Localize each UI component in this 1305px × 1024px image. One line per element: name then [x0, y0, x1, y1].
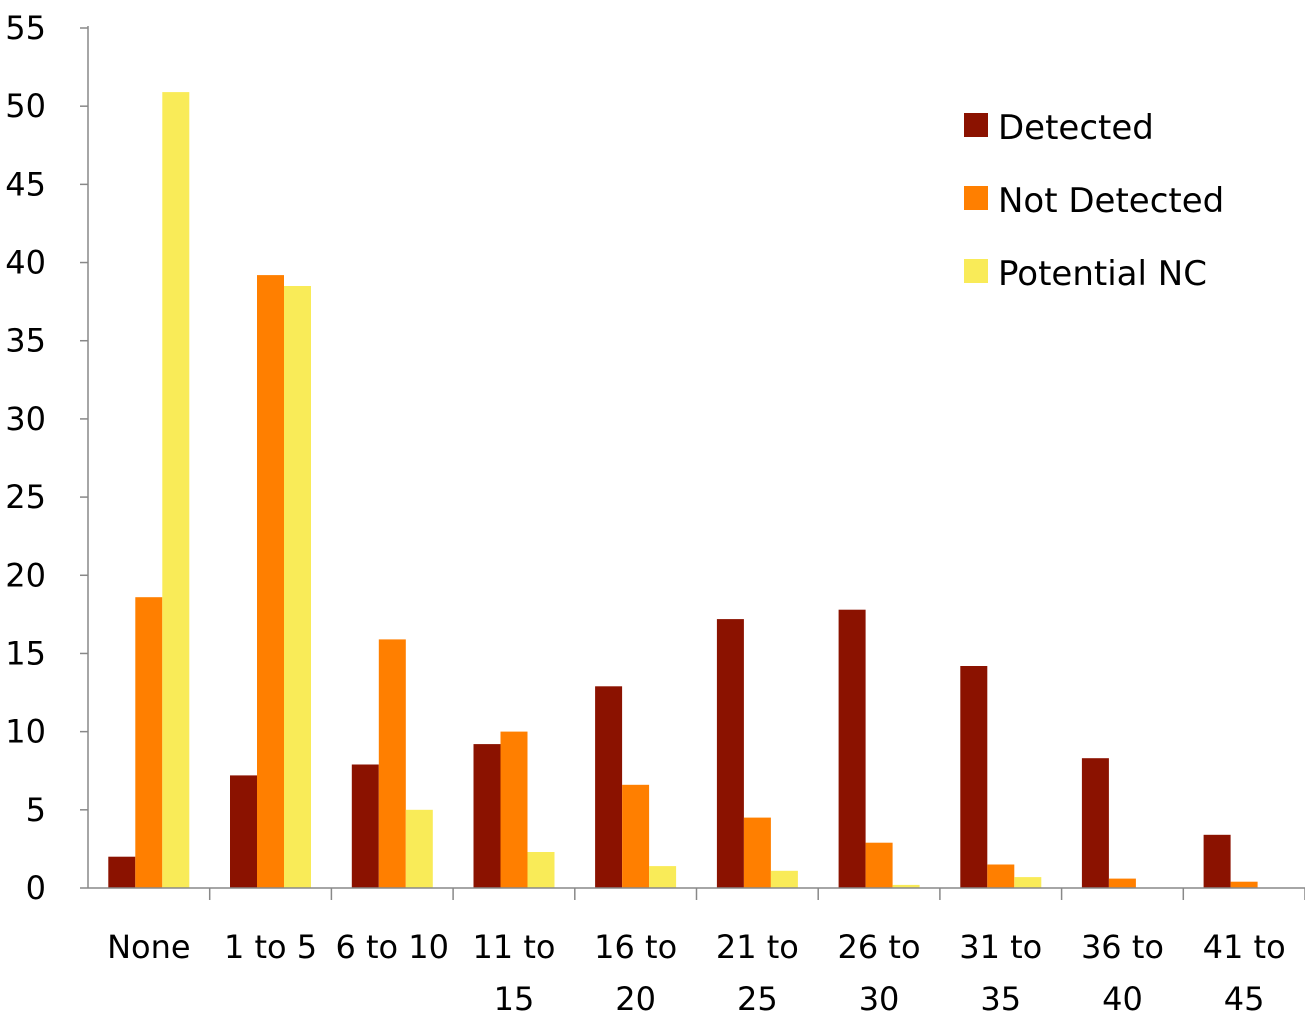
- bar-detected-8: [1081, 758, 1109, 888]
- x-tick-label: 26 to 30: [838, 928, 921, 1018]
- bar-potential-nc-3: [527, 852, 555, 888]
- bar-not-detected-4: [622, 784, 650, 888]
- bar-detected-1: [230, 775, 257, 888]
- bar-detected-0: [108, 856, 136, 888]
- y-tick-label: 45: [5, 165, 46, 203]
- bar-potential-nc-1: [284, 286, 311, 888]
- legend-label-detected: Detected: [998, 108, 1154, 148]
- x-tick-label: 36 to 40: [1081, 928, 1164, 1018]
- bar-potential-nc-6: [892, 884, 920, 888]
- legend: Detected Not Detected Potential NC: [964, 108, 1224, 294]
- y-tick-label: 50: [5, 87, 46, 125]
- y-tick-label: 35: [5, 322, 46, 360]
- bar-not-detected-5: [743, 817, 771, 888]
- bar-potential-nc-2: [405, 809, 433, 888]
- x-tick-label: 1 to 5: [224, 928, 317, 966]
- y-tick-label: 20: [5, 556, 46, 594]
- bar-not-detected-0: [135, 597, 163, 888]
- bar-potential-nc-5: [770, 870, 798, 888]
- y-tick-label: 40: [5, 244, 46, 282]
- legend-label-potential-nc: Potential NC: [998, 254, 1207, 294]
- bar-potential-nc-7: [1014, 877, 1042, 888]
- x-tick-label: 41 to 45: [1203, 928, 1286, 1018]
- bar-detected-7: [960, 666, 988, 888]
- x-axis-ticks: None 1 to 5 6 to 10 11 to 15 16 to 20 21 to 25 26…: [107, 888, 1305, 1018]
- bar-not-detected-3: [500, 731, 528, 888]
- bar-not-detected-7: [987, 864, 1015, 888]
- y-tick-label: 55: [5, 9, 46, 47]
- x-tick-label: 16 to 20: [594, 928, 677, 1018]
- x-tick-label: 11 to 15: [472, 928, 555, 1018]
- x-tick-label: 6 to 10: [335, 928, 449, 966]
- bar-not-detected-6: [865, 842, 893, 888]
- y-tick-label: 30: [5, 400, 46, 438]
- bar-detected-3: [473, 744, 501, 888]
- x-tick-label: 21 to 25: [716, 928, 799, 1018]
- bar-not-detected-8: [1108, 878, 1136, 888]
- legend-swatch-detected: [964, 113, 988, 137]
- bar-detected-6: [838, 609, 866, 888]
- bar-not-detected-2: [378, 639, 406, 888]
- y-tick-label: 25: [5, 478, 46, 516]
- bar-potential-nc-0: [162, 92, 190, 889]
- y-axis-ticks: 0 5 10 15 20 25 30 35 40 45 50 55: [5, 9, 88, 907]
- bar-not-detected-9: [1230, 881, 1258, 888]
- y-tick-label: 0: [26, 869, 46, 907]
- x-tick-label: None: [107, 928, 190, 966]
- y-tick-label: 5: [26, 791, 46, 829]
- bar-detected-2: [351, 764, 379, 888]
- legend-swatch-potential-nc: [964, 259, 988, 283]
- bar-detected-4: [595, 686, 623, 888]
- legend-label-not-detected: Not Detected: [998, 181, 1224, 221]
- bars-group: [108, 92, 1258, 889]
- x-tick-label: 31 to 35: [959, 928, 1042, 1018]
- y-tick-label: 15: [5, 634, 46, 672]
- bar-not-detected-1: [257, 275, 284, 889]
- bar-detected-5: [716, 619, 744, 888]
- y-tick-label: 10: [5, 713, 46, 751]
- legend-swatch-not-detected: [964, 186, 988, 210]
- bar-detected-9: [1203, 834, 1231, 888]
- bar-potential-nc-4: [649, 866, 677, 888]
